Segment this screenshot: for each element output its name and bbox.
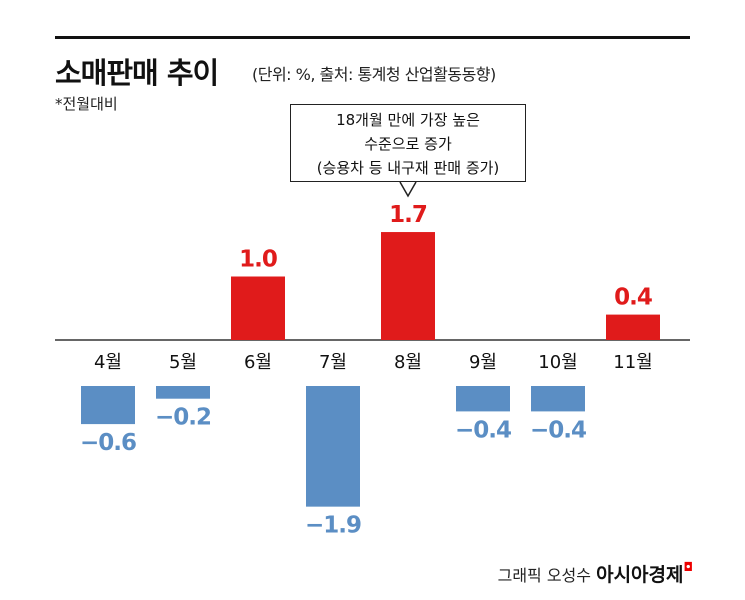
credit-text: 그래픽 오성수 [497,566,591,585]
annotation-line: 수준으로 증가 [364,135,452,153]
data-label: −1.9 [305,513,361,539]
x-tick-label: 8월 [394,352,422,373]
data-label: −0.4 [455,417,511,443]
x-tick-label: 5월 [169,352,197,373]
x-tick-label: 11월 [613,352,652,373]
chart-title: 소매판매 추이 [55,56,219,90]
bar-4월 [81,386,135,425]
bar-9월 [456,386,510,412]
x-tick-label: 9월 [469,352,497,373]
x-tick-label: 7월 [319,352,347,373]
x-tick-label: 10월 [538,352,577,373]
callout-pointer [399,181,417,198]
bar-7월 [306,386,360,507]
bar-11월 [606,314,660,340]
annotation-line: 18개월 만에 가장 높은 [336,111,480,129]
bar-8월 [381,232,435,340]
data-label: −0.4 [530,417,586,443]
bar-10월 [531,386,585,412]
annotation-line: (승용차 등 내구재 판매 증가) [316,159,500,177]
annotation-callout: 18개월 만에 가장 높은 수준으로 증가 (승용차 등 내구재 판매 증가) [290,104,526,182]
x-tick-label: 4월 [94,352,122,373]
data-label: 1.0 [239,247,277,273]
data-label: −0.6 [80,430,136,456]
bar-6월 [231,276,285,340]
credit: 그래픽 오성수 아시아경제◘ [498,560,693,587]
bar-5월 [156,386,210,399]
brand-logo: 아시아경제 [596,564,684,586]
data-label: 1.7 [389,202,427,228]
chart-note: *전월대비 [55,95,118,113]
data-label: 0.4 [614,285,652,311]
chart-subtitle: (단위: %, 출처: 통계청 산업활동동향) [252,65,496,84]
data-label: −0.2 [155,405,211,431]
x-tick-label: 6월 [244,352,272,373]
top-rule [55,36,690,39]
brand-mark-icon: ◘ [683,560,694,574]
